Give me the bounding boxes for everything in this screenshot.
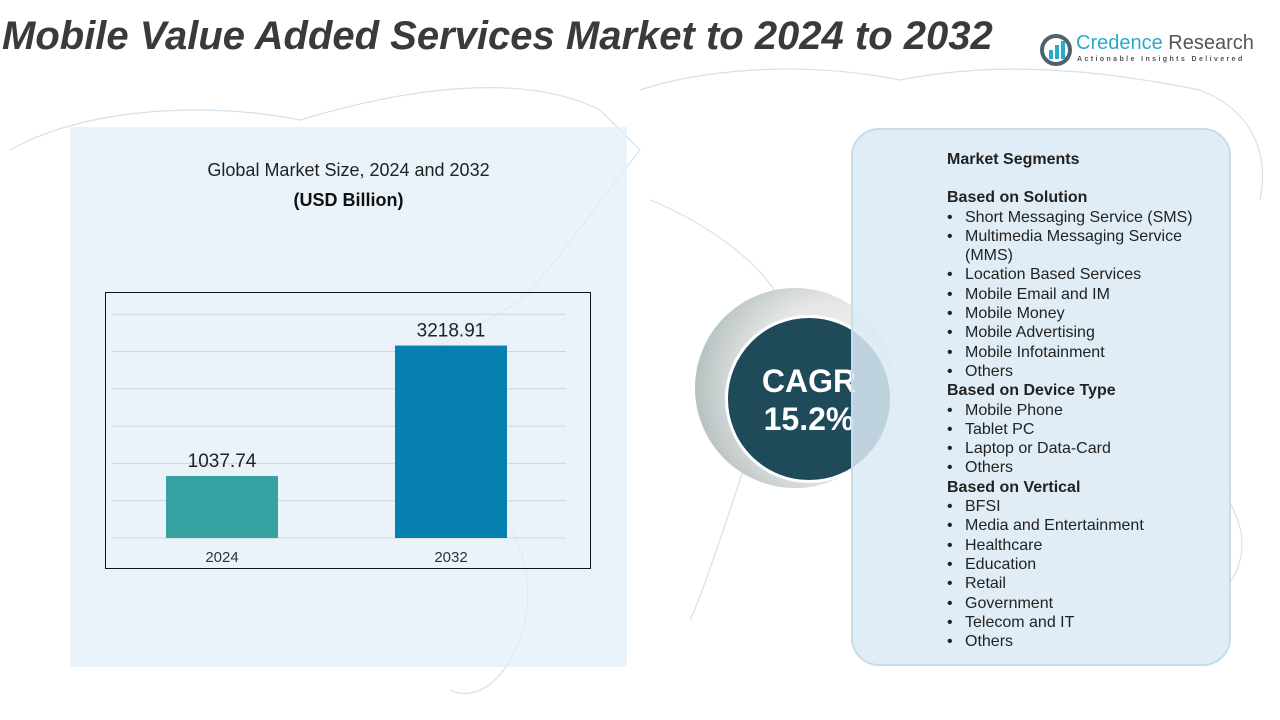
bar-chart: 1037.74 2024 3218.91 2032 bbox=[105, 292, 591, 569]
segment-item: Multimedia Messaging Service (MMS) bbox=[947, 227, 1205, 266]
segment-item: Others bbox=[947, 458, 1205, 478]
market-segments: Market Segments Based on SolutionShort M… bbox=[947, 150, 1205, 652]
bar-2032 bbox=[395, 345, 507, 538]
segment-item: Others bbox=[947, 362, 1205, 382]
segment-item: Mobile Money bbox=[947, 304, 1205, 324]
data-label: 1037.74 bbox=[188, 451, 257, 472]
segment-item: Mobile Infotainment bbox=[947, 343, 1205, 363]
segment-item: BFSI bbox=[947, 497, 1205, 517]
market-size-panel bbox=[70, 127, 627, 667]
segment-item: Short Messaging Service (SMS) bbox=[947, 208, 1205, 228]
page-title: Mobile Value Added Services Market to 20… bbox=[2, 14, 993, 58]
segment-item: Healthcare bbox=[947, 536, 1205, 556]
logo-icon bbox=[1040, 34, 1072, 66]
cagr-value: 15.2% bbox=[763, 401, 855, 437]
segment-item: Tablet PC bbox=[947, 420, 1205, 440]
segment-item: Retail bbox=[947, 574, 1205, 594]
logo-name-part1: Credence bbox=[1076, 32, 1163, 54]
chart-unit: (USD Billion) bbox=[293, 190, 404, 210]
segment-item: Mobile Phone bbox=[947, 401, 1205, 421]
segment-item: Mobile Email and IM bbox=[947, 285, 1205, 305]
segments-title: Market Segments bbox=[947, 151, 1080, 168]
segment-item: Laptop or Data-Card bbox=[947, 439, 1205, 459]
segment-item: Location Based Services bbox=[947, 265, 1205, 285]
bar-2024 bbox=[166, 475, 278, 538]
segment-heading: Based on Device Type bbox=[947, 382, 1116, 400]
x-tick-label: 2024 bbox=[205, 549, 238, 566]
data-label: 3218.91 bbox=[417, 321, 486, 342]
segment-item: Media and Entertainment bbox=[947, 516, 1205, 536]
cagr-label: CAGR bbox=[761, 363, 857, 399]
segment-item: Mobile Advertising bbox=[947, 323, 1205, 343]
x-tick-label: 2032 bbox=[434, 549, 467, 566]
segment-item: Others bbox=[947, 632, 1205, 652]
segment-heading: Based on Solution bbox=[947, 189, 1088, 207]
segment-item: Government bbox=[947, 594, 1205, 614]
segment-item: Telecom and IT bbox=[947, 613, 1205, 633]
chart-title: Global Market Size, 2024 and 2032 bbox=[207, 160, 490, 180]
credence-research-logo: Credence Research Actionable Insights De… bbox=[1040, 30, 1260, 70]
segment-item: Education bbox=[947, 555, 1205, 575]
logo-tagline: Actionable Insights Delivered bbox=[1077, 56, 1245, 63]
bar-chart-svg: 1037.74 2024 3218.91 2032 bbox=[111, 313, 566, 566]
logo-name-part2: Research bbox=[1162, 32, 1254, 54]
segment-heading: Based on Vertical bbox=[947, 478, 1081, 496]
